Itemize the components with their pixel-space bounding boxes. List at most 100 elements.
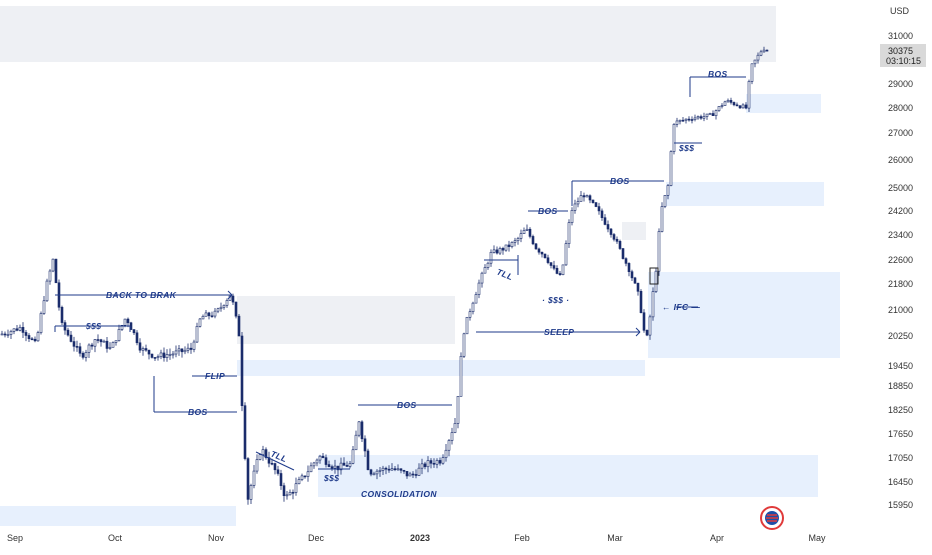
candle-down	[552, 265, 556, 269]
candle-down	[144, 348, 148, 351]
candle-down	[135, 332, 139, 344]
candle-down	[609, 228, 613, 235]
candle-up	[708, 113, 712, 115]
candle-down	[618, 241, 622, 249]
candle-up	[351, 449, 355, 464]
candle-down	[291, 491, 295, 494]
candle-up	[183, 349, 187, 353]
candle-down	[414, 474, 418, 476]
candle-down	[534, 243, 538, 250]
candle-up	[492, 249, 496, 253]
candle-down	[243, 405, 247, 459]
candle-up	[702, 116, 706, 119]
candle-down	[603, 217, 607, 225]
annotation-label: BOS	[397, 400, 417, 410]
candle-down	[582, 195, 586, 198]
candle-down	[81, 352, 85, 358]
candle-down	[402, 470, 406, 472]
annotation-label: SEEEP	[544, 327, 574, 337]
candle-up	[657, 231, 661, 272]
candle-down	[738, 105, 742, 109]
annotation-label: $$$	[678, 143, 694, 153]
annotation-line	[635, 327, 641, 333]
candle-up	[177, 348, 181, 352]
current-price-value: 30375	[888, 46, 913, 56]
candle-down	[600, 210, 604, 218]
candle-up	[261, 449, 265, 455]
candle-down	[273, 463, 277, 471]
zone-rect	[648, 318, 840, 358]
candle-up	[660, 206, 664, 232]
candle-down	[327, 464, 331, 467]
y-tick-label: 17050	[888, 453, 913, 463]
tradingview-author-logo-icon[interactable]	[760, 506, 784, 530]
y-tick-label: 18250	[888, 405, 913, 415]
candle-up	[18, 327, 22, 331]
candle-up	[306, 471, 310, 477]
y-tick-label: 24200	[888, 206, 913, 216]
candle-up	[141, 348, 145, 351]
candle-down	[27, 335, 31, 340]
candle-up	[420, 463, 424, 469]
candle-up	[648, 316, 652, 336]
candle-down	[393, 468, 397, 470]
candle-up	[756, 54, 760, 61]
candle-up	[51, 258, 55, 272]
candle-up	[120, 324, 124, 330]
time-axis[interactable]: Sep Oct Nov Dec 2023 Feb Mar Apr May	[7, 533, 826, 543]
candle-down	[540, 251, 544, 255]
candle-down	[624, 258, 628, 264]
candle-down	[765, 49, 769, 52]
candle-up	[297, 479, 301, 485]
candle-down	[633, 277, 637, 284]
candle-up	[222, 304, 226, 308]
candle-up	[114, 340, 118, 343]
zone-rect	[622, 222, 646, 240]
candle-up	[678, 119, 682, 122]
candle-up	[204, 312, 208, 317]
candle-up	[39, 313, 43, 333]
candle-up	[300, 475, 304, 480]
candle-down	[636, 282, 640, 292]
annotation-label: FLIP	[205, 371, 225, 381]
candle-down	[507, 244, 511, 247]
candle-down	[543, 253, 547, 259]
y-tick-label: 17650	[888, 429, 913, 439]
price-axis[interactable]: USD 31000 29000 28000 27000 26000 25000 24200 23…	[880, 6, 926, 510]
candle-up	[0, 333, 4, 336]
candle-down	[30, 338, 34, 341]
candle-up	[294, 483, 298, 493]
candle-up	[45, 280, 49, 302]
candle-down	[528, 228, 532, 237]
candle-down	[342, 462, 346, 466]
candle-up	[684, 118, 688, 121]
candle-up	[672, 124, 676, 152]
candle-down	[687, 118, 691, 121]
candle-down	[240, 335, 244, 406]
annotation-label: $$$	[323, 473, 339, 483]
current-price-label	[880, 44, 926, 67]
candle-up	[171, 353, 175, 356]
candle-down	[369, 469, 373, 475]
candle-up	[198, 318, 202, 327]
candle-up	[258, 454, 262, 460]
candle-down	[234, 301, 238, 317]
candle-down	[732, 102, 736, 106]
zone-rect	[0, 20, 776, 62]
candle-down	[231, 295, 235, 303]
candle-up	[213, 310, 217, 317]
annotation-label: TLL	[495, 267, 514, 283]
candle-down	[153, 357, 157, 359]
candle-down	[99, 339, 103, 343]
candle-down	[537, 248, 541, 253]
candle-up	[750, 63, 754, 82]
candle-down	[78, 346, 82, 354]
supply-demand-zones	[0, 6, 840, 526]
zone-rect	[237, 296, 455, 344]
zone-rect	[648, 272, 840, 318]
candle-down	[681, 119, 685, 122]
candle-up	[519, 233, 523, 239]
candle-down	[303, 475, 307, 478]
